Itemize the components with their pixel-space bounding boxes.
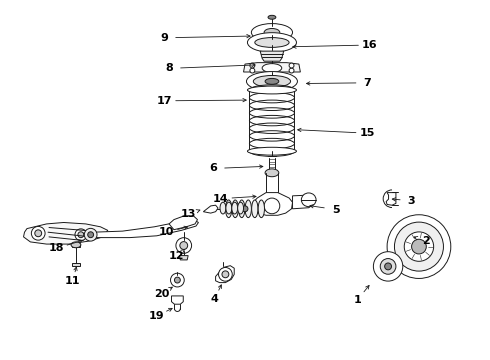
Ellipse shape	[264, 198, 280, 214]
Ellipse shape	[387, 215, 451, 278]
Text: 1: 1	[354, 294, 362, 305]
Text: 11: 11	[65, 276, 80, 286]
Ellipse shape	[174, 277, 180, 283]
Ellipse shape	[35, 230, 42, 237]
Ellipse shape	[226, 202, 232, 214]
Ellipse shape	[394, 222, 443, 271]
Text: 19: 19	[149, 311, 165, 321]
Ellipse shape	[289, 68, 294, 73]
Polygon shape	[386, 193, 396, 205]
Ellipse shape	[246, 72, 297, 91]
Polygon shape	[244, 63, 300, 72]
Text: 12: 12	[169, 251, 184, 261]
Text: 15: 15	[360, 128, 375, 138]
Polygon shape	[260, 51, 284, 61]
Text: 2: 2	[422, 236, 430, 246]
Ellipse shape	[251, 23, 293, 41]
Polygon shape	[83, 220, 198, 238]
Ellipse shape	[232, 200, 238, 217]
Bar	[72, 263, 80, 266]
Ellipse shape	[245, 200, 251, 217]
Polygon shape	[172, 296, 183, 304]
Text: 14: 14	[213, 194, 228, 204]
Ellipse shape	[242, 206, 248, 212]
Ellipse shape	[412, 239, 426, 254]
Ellipse shape	[222, 271, 229, 278]
Ellipse shape	[78, 232, 84, 238]
Polygon shape	[169, 216, 197, 230]
Ellipse shape	[404, 232, 434, 261]
Polygon shape	[252, 193, 293, 215]
Polygon shape	[203, 205, 218, 213]
Polygon shape	[216, 266, 234, 283]
Text: 5: 5	[332, 204, 340, 215]
Ellipse shape	[265, 78, 279, 84]
Ellipse shape	[220, 202, 226, 214]
Ellipse shape	[385, 263, 392, 270]
Ellipse shape	[252, 200, 258, 217]
Ellipse shape	[250, 68, 255, 73]
Ellipse shape	[75, 229, 87, 240]
Ellipse shape	[250, 63, 255, 68]
Ellipse shape	[247, 147, 296, 155]
Ellipse shape	[264, 28, 280, 36]
Text: 10: 10	[159, 227, 174, 237]
Ellipse shape	[253, 76, 291, 87]
Ellipse shape	[239, 200, 245, 217]
Ellipse shape	[88, 232, 94, 238]
Ellipse shape	[238, 202, 244, 214]
Ellipse shape	[289, 63, 294, 68]
Ellipse shape	[373, 252, 403, 281]
Text: 18: 18	[49, 243, 64, 253]
Text: 13: 13	[181, 209, 196, 219]
Ellipse shape	[380, 258, 396, 274]
Ellipse shape	[258, 200, 265, 217]
Ellipse shape	[268, 15, 276, 19]
Bar	[72, 244, 80, 247]
Text: 20: 20	[154, 289, 170, 299]
Ellipse shape	[247, 33, 296, 52]
Ellipse shape	[219, 267, 232, 281]
Ellipse shape	[232, 202, 238, 214]
Ellipse shape	[180, 242, 188, 249]
Polygon shape	[293, 195, 314, 209]
Text: 4: 4	[211, 294, 219, 304]
Ellipse shape	[265, 169, 279, 177]
Ellipse shape	[247, 86, 296, 94]
Polygon shape	[24, 222, 108, 244]
Ellipse shape	[171, 273, 184, 287]
Text: 8: 8	[165, 63, 173, 73]
Ellipse shape	[301, 193, 316, 207]
Text: 3: 3	[408, 196, 416, 206]
Text: 17: 17	[156, 96, 172, 106]
Ellipse shape	[176, 238, 192, 253]
Ellipse shape	[262, 64, 282, 72]
Ellipse shape	[71, 242, 81, 248]
Ellipse shape	[225, 200, 232, 217]
Text: 16: 16	[362, 40, 378, 50]
Ellipse shape	[31, 226, 45, 240]
Polygon shape	[179, 256, 188, 260]
Ellipse shape	[255, 37, 289, 48]
Ellipse shape	[84, 228, 97, 241]
Text: 6: 6	[209, 163, 217, 174]
Text: 9: 9	[160, 33, 168, 43]
Text: 7: 7	[364, 78, 371, 88]
